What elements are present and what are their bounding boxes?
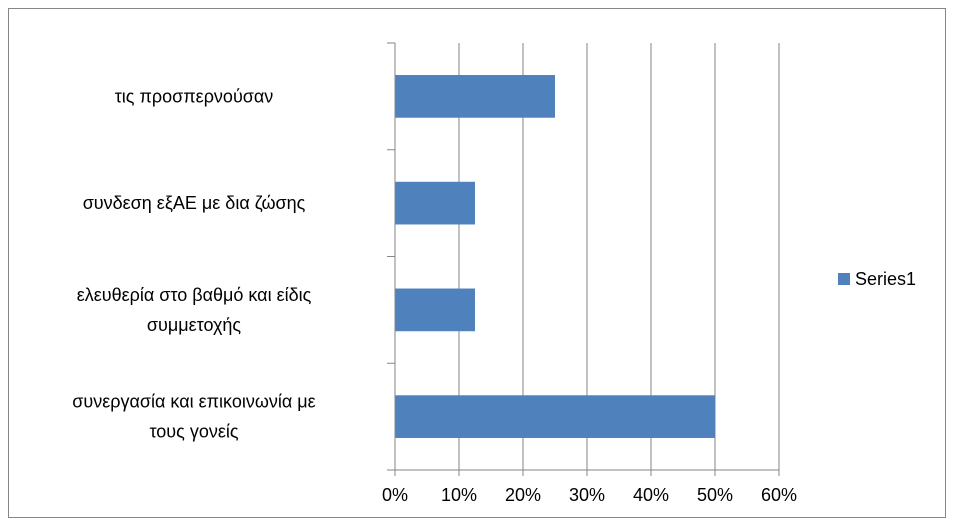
category-label-line: τους γονείς — [149, 422, 238, 442]
axes — [387, 42, 780, 476]
bar — [395, 395, 715, 438]
bar — [395, 75, 555, 118]
category-label-line: συνεργασία και επικοινωνία με — [72, 392, 315, 412]
x-tick-label: 20% — [505, 485, 541, 505]
axis-labels: 0% 10% 20% 30% 40% 50% 60% συνεργασία και επικο… — [72, 86, 797, 505]
bars — [395, 75, 715, 438]
category-label: τις προσπερνούσαν — [115, 86, 274, 106]
category-label-line: τις προσπερνούσαν — [115, 86, 274, 106]
legend: Series1 — [838, 269, 916, 289]
legend-label-series1: Series1 — [855, 269, 916, 289]
x-tick-label: 50% — [697, 485, 733, 505]
category-label: συνεργασία και επικοινωνία με τους γονείς — [72, 392, 315, 442]
bar-chart: 0% 10% 20% 30% 40% 50% 60% συνεργασία και επικο… — [72, 42, 916, 505]
x-tick-label: 0% — [382, 485, 408, 505]
x-tick-label: 30% — [569, 485, 605, 505]
category-label-line: συμμετοχής — [147, 315, 242, 335]
category-label: συνδεση εξΑΕ με δια ζώσης — [83, 193, 306, 213]
legend-swatch-series1 — [838, 273, 850, 285]
chart-frame: 0% 10% 20% 30% 40% 50% 60% συνεργασία και επικο… — [8, 8, 946, 518]
x-tick-label: 10% — [441, 485, 477, 505]
x-tick-label: 40% — [633, 485, 669, 505]
x-tick-label: 60% — [761, 485, 797, 505]
bar — [395, 181, 475, 225]
bar — [395, 288, 475, 332]
category-label-line: συνδεση εξΑΕ με δια ζώσης — [83, 193, 306, 213]
category-label-line: ελευθερία στο βαθμό και είδις — [77, 285, 312, 305]
category-label: ελευθερία στο βαθμό και είδις συμμετοχής — [77, 285, 312, 335]
